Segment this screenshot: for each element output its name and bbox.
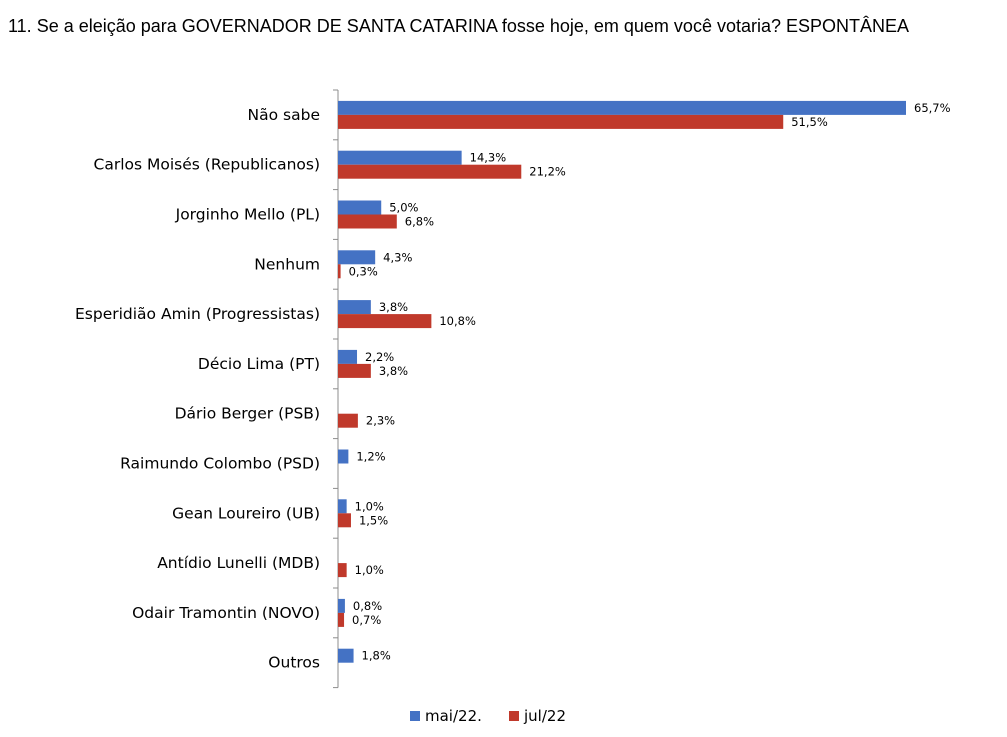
category-label-nenhum: Nenhum [254, 255, 320, 273]
bar-mai-odair-tramontin-novo [338, 598, 345, 613]
category-label-raimundo-colombo-psd: Raimundo Colombo (PSD) [120, 455, 320, 473]
category-label-outros: Outros [268, 654, 320, 672]
bar-jul-decio-lima-pt [338, 363, 371, 378]
chart-title: 11. Se a eleição para GOVERNADOR DE SANT… [8, 16, 910, 36]
category-label-gean-loureiro-ub: Gean Loureiro (UB) [172, 504, 320, 522]
legend: mai/22. jul/22 [0, 707, 1007, 729]
bar-jul-odair-tramontin-novo [338, 612, 345, 627]
value-label-mai-odair-tramontin-novo: 0,8% [353, 599, 382, 613]
bar-mai-carlos-moises-republicanos [338, 150, 462, 165]
value-label-jul-odair-tramontin-novo: 0,7% [352, 613, 381, 627]
bar-mai-nao-sabe [338, 100, 906, 115]
value-label-jul-jorginho-mello-pl: 6,8% [405, 215, 434, 229]
value-label-mai-carlos-moises-republicanos: 14,3% [470, 151, 507, 165]
bar-mai-raimundo-colombo-psd [338, 449, 349, 464]
value-label-jul-dario-berger-psb: 2,3% [366, 414, 395, 428]
legend-swatch-jul [509, 711, 519, 721]
bar-jul-dario-berger-psb [338, 413, 358, 428]
bar-mai-nenhum [338, 250, 376, 265]
legend-swatch-mai [410, 711, 420, 721]
legend-label-jul: jul/22 [524, 707, 566, 725]
bar-mai-gean-loureiro-ub [338, 499, 347, 514]
value-label-jul-antidio-lunelli-mdb: 1,0% [355, 563, 384, 577]
bar-mai-esperidiao-amin-progressistas [338, 300, 371, 315]
value-label-mai-outros: 1,8% [362, 649, 391, 663]
value-label-mai-jorginho-mello-pl: 5,0% [389, 201, 418, 215]
bar-jul-antidio-lunelli-mdb [338, 563, 347, 578]
category-label-decio-lima-pt: Décio Lima (PT) [198, 355, 320, 373]
value-label-jul-carlos-moises-republicanos: 21,2% [529, 165, 566, 179]
bar-jul-jorginho-mello-pl [338, 214, 397, 229]
legend-item-mai: mai/22. [410, 707, 482, 725]
value-label-jul-nenhum: 0,3% [349, 264, 378, 278]
category-label-carlos-moises-republicanos: Carlos Moisés (Republicanos) [94, 156, 320, 174]
value-label-jul-decio-lima-pt: 3,8% [379, 364, 408, 378]
value-label-mai-esperidiao-amin-progressistas: 3,8% [379, 300, 408, 314]
legend-item-jul: jul/22 [509, 707, 566, 725]
bar-mai-jorginho-mello-pl [338, 200, 382, 215]
bar-jul-esperidiao-amin-progressistas [338, 314, 432, 329]
category-label-jorginho-mello-pl: Jorginho Mello (PL) [175, 206, 320, 224]
category-label-odair-tramontin-novo: Odair Tramontin (NOVO) [132, 604, 320, 622]
legend-label-mai: mai/22. [425, 707, 482, 725]
category-label-antidio-lunelli-mdb: Antídio Lunelli (MDB) [157, 554, 320, 572]
bar-jul-carlos-moises-republicanos [338, 164, 522, 179]
value-label-mai-nao-sabe: 65,7% [914, 101, 951, 115]
bar-mai-decio-lima-pt [338, 349, 358, 364]
value-label-jul-nao-sabe: 51,5% [791, 115, 828, 129]
value-label-jul-gean-loureiro-ub: 1,5% [359, 513, 388, 527]
bar-jul-nao-sabe [338, 114, 784, 129]
value-label-jul-esperidiao-amin-progressistas: 10,8% [439, 314, 476, 328]
category-label-nao-sabe: Não sabe [248, 106, 320, 124]
value-label-mai-raimundo-colombo-psd: 1,2% [356, 450, 385, 464]
category-label-dario-berger-psb: Dário Berger (PSB) [175, 405, 320, 423]
bar-mai-outros [338, 648, 354, 663]
value-label-mai-gean-loureiro-ub: 1,0% [355, 499, 384, 513]
bar-jul-nenhum [338, 264, 341, 279]
value-label-mai-decio-lima-pt: 2,2% [365, 350, 394, 364]
category-label-esperidiao-amin-progressistas: Esperidião Amin (Progressistas) [75, 305, 320, 323]
value-label-mai-nenhum: 4,3% [383, 250, 412, 264]
bar-chart: Não sabe 65,7% 51,5% Carlos Moisés (Republi… [75, 89, 951, 689]
bar-jul-gean-loureiro-ub [338, 513, 351, 528]
